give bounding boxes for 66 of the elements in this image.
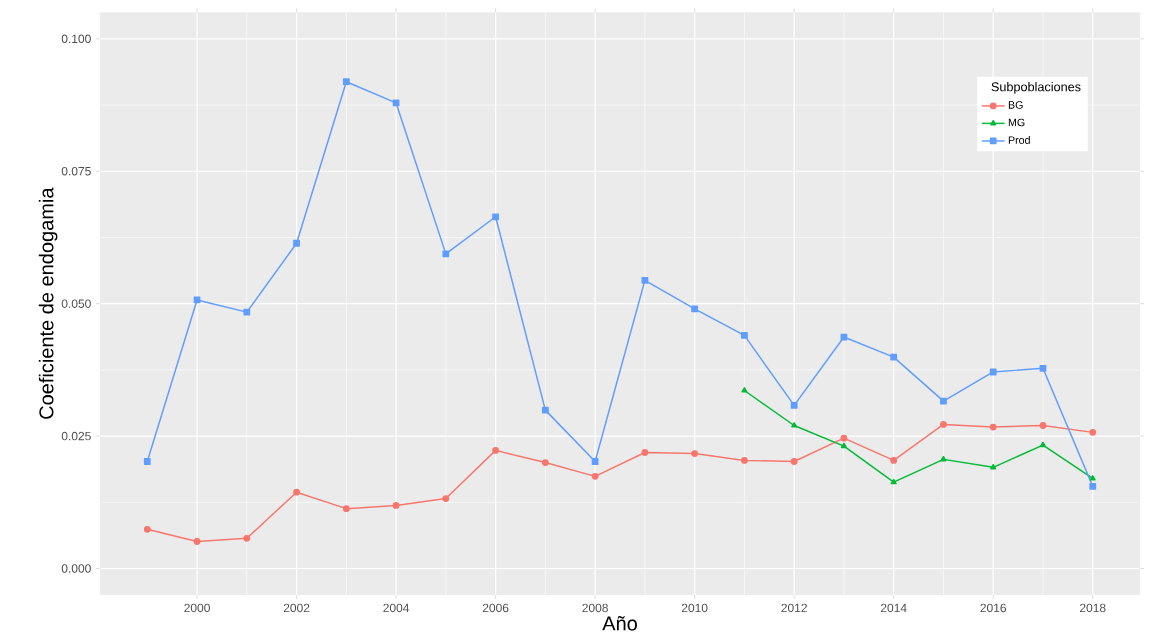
x-tick-label: 2016 bbox=[980, 603, 1007, 613]
point bbox=[591, 472, 599, 480]
point bbox=[990, 463, 997, 470]
legend-label: Prod bbox=[1008, 136, 1030, 144]
point bbox=[1039, 441, 1047, 448]
point bbox=[741, 387, 748, 393]
point bbox=[492, 213, 500, 221]
point bbox=[1039, 422, 1047, 429]
point bbox=[741, 457, 748, 464]
point bbox=[1089, 475, 1096, 481]
point bbox=[442, 495, 450, 502]
point bbox=[641, 449, 649, 456]
y-tick-label: 0.075 bbox=[61, 166, 91, 176]
point bbox=[890, 457, 898, 464]
point bbox=[940, 455, 947, 462]
y-axis-title: Coeficiente de endogamia bbox=[38, 187, 58, 419]
x-tick-label: 2002 bbox=[283, 603, 310, 613]
point bbox=[1089, 428, 1097, 436]
x-axis-title: Año bbox=[602, 616, 637, 631]
point bbox=[790, 401, 798, 409]
y-tick-label: 0.025 bbox=[61, 431, 91, 441]
point bbox=[143, 525, 151, 533]
point bbox=[342, 505, 350, 513]
point bbox=[243, 534, 251, 542]
point bbox=[293, 239, 300, 247]
point bbox=[1089, 482, 1097, 490]
point bbox=[989, 368, 997, 376]
x-tick-label: 2010 bbox=[681, 603, 708, 613]
point bbox=[940, 397, 947, 405]
point bbox=[791, 422, 798, 428]
x-tick-label: 2008 bbox=[582, 603, 608, 613]
legend-label: MG bbox=[1008, 118, 1025, 127]
y-tick-label: 0.000 bbox=[61, 564, 91, 573]
point bbox=[840, 442, 847, 449]
point bbox=[591, 458, 599, 465]
point bbox=[1039, 364, 1047, 372]
point bbox=[890, 478, 897, 485]
x-tick-label: 2000 bbox=[184, 603, 210, 613]
point bbox=[541, 406, 549, 414]
point bbox=[840, 434, 848, 442]
point bbox=[193, 538, 201, 545]
point bbox=[342, 78, 350, 86]
point bbox=[691, 305, 699, 313]
x-tick-label: 2012 bbox=[781, 603, 807, 613]
point bbox=[492, 446, 500, 454]
point bbox=[940, 421, 947, 428]
point bbox=[293, 488, 300, 496]
point bbox=[392, 502, 400, 509]
x-tick-label: 2004 bbox=[383, 603, 410, 613]
x-tick-label: 2006 bbox=[482, 603, 509, 613]
point bbox=[741, 332, 748, 339]
point bbox=[790, 458, 798, 465]
point bbox=[442, 250, 450, 258]
y-tick-label: 0.100 bbox=[61, 34, 91, 44]
point bbox=[143, 458, 151, 465]
point bbox=[243, 308, 251, 316]
legend-label: BG bbox=[1008, 101, 1023, 109]
point bbox=[691, 450, 699, 457]
point bbox=[890, 353, 898, 361]
point bbox=[541, 459, 549, 466]
point bbox=[989, 423, 997, 431]
point bbox=[641, 276, 649, 284]
legend-title: Subpoblaciones bbox=[991, 82, 1081, 94]
y-tick-label: 0.050 bbox=[61, 299, 91, 308]
x-tick-label: 2018 bbox=[1079, 603, 1106, 613]
x-tick-label: 2014 bbox=[880, 603, 907, 613]
